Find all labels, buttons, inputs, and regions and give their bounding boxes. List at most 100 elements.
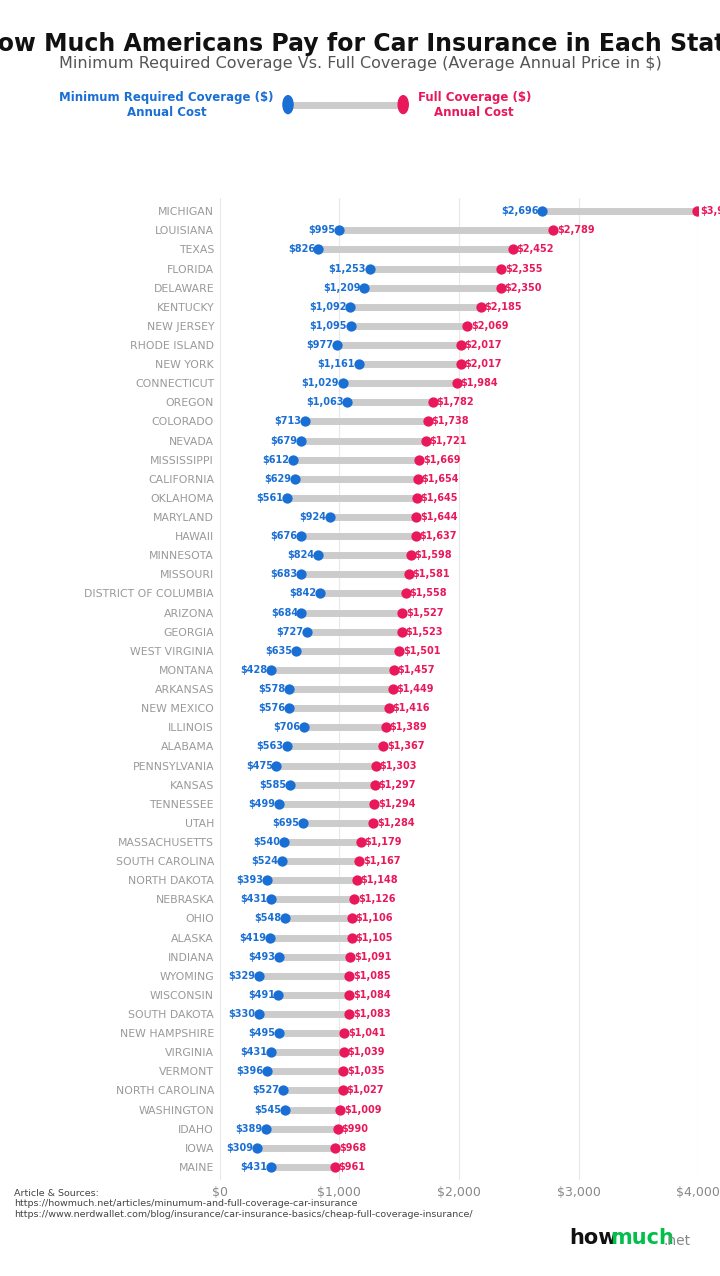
Point [325,507,336,527]
Point [367,813,379,833]
Text: $1,523: $1,523 [405,627,443,637]
Point [279,832,290,852]
Text: $1,457: $1,457 [397,665,435,675]
Text: $428: $428 [240,665,267,675]
Point [462,315,473,336]
Point [396,621,408,642]
Text: $1,063: $1,063 [306,397,343,407]
Text: $826: $826 [288,245,315,254]
Point [253,1004,265,1025]
Text: $1,416: $1,416 [392,703,430,713]
Text: $1,085: $1,085 [353,971,391,981]
Text: $1,091: $1,091 [354,952,391,962]
Point [400,583,412,604]
Text: how: how [569,1228,617,1248]
Text: $1,148: $1,148 [361,875,398,886]
Text: $990: $990 [342,1124,369,1133]
Point [284,775,295,795]
Text: $475: $475 [246,760,273,771]
Text: $1,389: $1,389 [390,722,427,732]
Point [253,966,265,986]
Text: $499: $499 [248,799,276,809]
Text: $561: $561 [256,493,283,503]
Point [346,928,358,948]
Point [343,1004,355,1025]
Text: $578: $578 [258,684,285,694]
Text: $2,355: $2,355 [505,264,543,273]
Text: $545: $545 [254,1105,282,1114]
Text: $2,069: $2,069 [471,320,508,330]
Text: Full Coverage ($)
Annual Cost: Full Coverage ($) Annual Cost [418,91,531,119]
Point [297,813,309,833]
Point [351,870,363,891]
Point [388,660,400,680]
Text: $2,789: $2,789 [557,226,595,235]
Text: $713: $713 [274,416,302,426]
Point [691,200,703,221]
Text: $1,558: $1,558 [410,588,447,598]
Text: $491: $491 [248,990,275,1000]
Text: $389: $389 [235,1124,263,1133]
Text: .net: .net [664,1234,691,1248]
Text: $1,303: $1,303 [379,760,417,771]
Point [281,487,292,508]
Point [337,1081,348,1101]
Text: $3,986: $3,986 [701,207,720,216]
Text: $2,350: $2,350 [505,282,542,292]
Text: $329: $329 [228,971,256,981]
Point [273,947,284,967]
Point [333,1119,344,1139]
Text: $548: $548 [254,914,282,924]
Point [312,239,324,259]
Point [369,775,381,795]
Text: How Much Americans Pay for Car Insurance in Each State: How Much Americans Pay for Car Insurance… [0,32,720,56]
Text: $1,501: $1,501 [403,646,441,656]
Text: $679: $679 [270,435,297,445]
Text: $2,017: $2,017 [464,359,502,369]
Text: $684: $684 [271,607,298,618]
Text: $330: $330 [228,1009,256,1020]
Point [405,545,417,565]
Point [266,1157,277,1178]
Text: $419: $419 [239,933,266,943]
Point [403,564,415,584]
Point [330,1138,341,1159]
Point [274,794,285,814]
Text: $2,452: $2,452 [517,245,554,254]
Text: $1,029: $1,029 [302,378,339,388]
Point [290,641,302,661]
Text: $1,041: $1,041 [348,1028,385,1039]
Point [420,430,431,450]
Point [271,755,282,776]
Point [289,468,301,489]
Point [335,1100,346,1120]
Text: $2,185: $2,185 [485,301,523,311]
Point [338,1042,350,1063]
Point [266,1042,277,1063]
Text: Minimum Required Coverage ($)
Annual Cost: Minimum Required Coverage ($) Annual Cos… [59,91,274,119]
Text: $1,126: $1,126 [358,894,395,905]
Point [294,526,306,546]
Point [276,851,288,872]
Point [300,411,311,431]
Point [261,1062,273,1082]
Text: Minimum Required Coverage Vs. Full Coverage (Average Annual Price in $): Minimum Required Coverage Vs. Full Cover… [58,56,662,71]
Text: $431: $431 [240,1048,268,1058]
Point [348,889,360,910]
Point [273,985,284,1005]
Point [251,1138,262,1159]
Text: $1,721: $1,721 [429,435,467,445]
Text: $1,083: $1,083 [353,1009,390,1020]
Point [370,755,382,776]
Text: $1,027: $1,027 [346,1086,384,1096]
Point [427,392,438,412]
Text: $1,738: $1,738 [431,416,469,426]
Point [266,889,277,910]
Text: $1,106: $1,106 [356,914,393,924]
Text: $612: $612 [262,454,289,464]
Text: $706: $706 [274,722,300,732]
Text: $1,449: $1,449 [397,684,434,694]
Point [369,794,380,814]
Text: $2,696: $2,696 [501,207,539,216]
Text: $1,669: $1,669 [423,454,461,464]
